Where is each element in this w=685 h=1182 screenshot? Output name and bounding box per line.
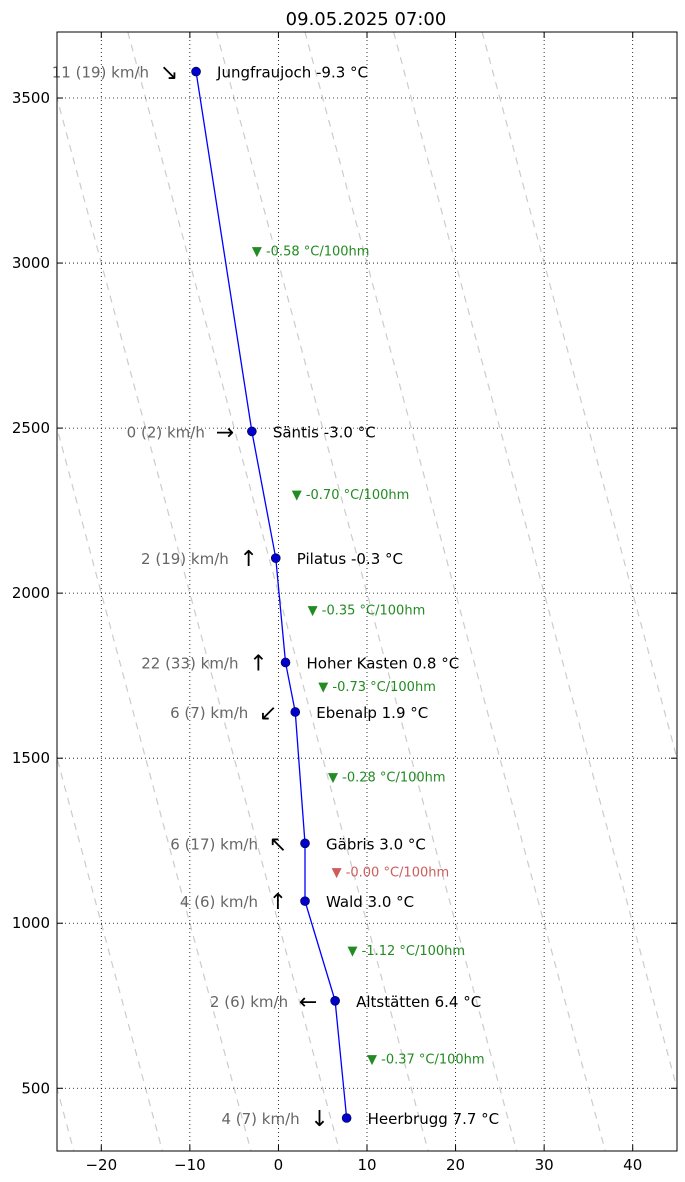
x-tick-label: −20 bbox=[85, 1156, 117, 1174]
dry-adiabat-line bbox=[57, 95, 341, 1151]
data-point bbox=[341, 1113, 352, 1123]
data-point bbox=[270, 553, 281, 563]
wind-speed-label: 6 (7) km/h bbox=[170, 704, 248, 722]
station-label: Ebenalp 1.9 °C bbox=[316, 704, 428, 722]
wind-speed-label: 22 (33) km/h bbox=[141, 654, 238, 672]
chart-title: 09.05.2025 07:00 bbox=[286, 9, 447, 30]
wind-speed-label: 4 (6) km/h bbox=[180, 893, 258, 911]
x-tick-label: 30 bbox=[535, 1156, 554, 1174]
lapse-rate-label: ▼ -0.73 °C/100hm bbox=[318, 680, 436, 695]
x-axis: −20 −10 0 10 20 30 40 bbox=[85, 32, 642, 1174]
dry-adiabat-lines bbox=[57, 32, 677, 1151]
y-tick-label: 1500 bbox=[12, 749, 50, 767]
dry-adiabat-line bbox=[304, 32, 606, 1151]
x-tick-label: 20 bbox=[446, 1156, 465, 1174]
grid-lines bbox=[57, 32, 677, 1151]
x-tick-label: 10 bbox=[357, 1156, 376, 1174]
lapse-rate-labels: ▼ -0.58 °C/100hm ▼ -0.70 °C/100hm ▼ -0.35 … bbox=[252, 245, 485, 1068]
dry-adiabat-line bbox=[57, 755, 163, 1151]
dry-adiabat-line bbox=[215, 32, 518, 1151]
plot-frame bbox=[56, 31, 678, 1152]
wind-direction-arrow: ↑ bbox=[240, 547, 258, 572]
wind-speed-label: 6 (17) km/h bbox=[170, 835, 258, 853]
station-label: Säntis -3.0 °C bbox=[273, 423, 376, 441]
station-label: Heerbrugg 7.7 °C bbox=[368, 1110, 500, 1128]
x-tick-label: 0 bbox=[274, 1156, 284, 1174]
dry-adiabat-line bbox=[57, 425, 252, 1151]
wind-direction-arrow: ↖ bbox=[269, 832, 287, 857]
dry-adiabat-line bbox=[127, 32, 429, 1151]
wind-direction-arrow: ← bbox=[299, 990, 317, 1015]
y-tick-label: 1000 bbox=[12, 914, 50, 932]
y-tick-label: 3500 bbox=[12, 89, 50, 107]
wind-direction-arrow: ↙ bbox=[259, 701, 277, 726]
wind-speed-label: 2 (19) km/h bbox=[141, 550, 229, 568]
data-point bbox=[290, 707, 301, 717]
station-label: Pilatus -0.3 °C bbox=[297, 550, 403, 568]
wind-speed-label: 2 (6) km/h bbox=[210, 993, 288, 1011]
wind-speed-label: 0 (2) km/h bbox=[127, 423, 205, 441]
temperature-profile bbox=[191, 66, 352, 1123]
series-line bbox=[195, 71, 348, 1119]
wind-direction-arrow: ↘ bbox=[160, 61, 178, 86]
y-tick-label: 2000 bbox=[12, 584, 50, 602]
station-label: Gäbris 3.0 °C bbox=[326, 835, 426, 853]
station-label: Jungfraujoch -9.3 °C bbox=[216, 64, 368, 82]
lapse-rate-label: ▼ -0.35 °C/100hm bbox=[308, 603, 426, 618]
wind-speed-label: 11 (19) km/h bbox=[52, 64, 149, 82]
x-tick-label: 40 bbox=[623, 1156, 642, 1174]
lapse-rate-label: ▼ -0.37 °C/100hm bbox=[367, 1053, 485, 1068]
lapse-rate-label: ▼ -0.00 °C/100hm bbox=[332, 865, 450, 880]
y-tick-label: 3000 bbox=[12, 254, 50, 272]
x-tick-label: −10 bbox=[174, 1156, 206, 1174]
data-point bbox=[191, 66, 201, 77]
dry-adiabat-line bbox=[481, 32, 677, 761]
data-point bbox=[300, 838, 310, 849]
wind-direction-arrow: ↓ bbox=[310, 1107, 328, 1132]
lapse-rate-label: ▼ -0.58 °C/100hm bbox=[252, 245, 370, 260]
wind-direction-arrow: → bbox=[216, 420, 234, 445]
data-point bbox=[280, 657, 291, 668]
station-label: Altstätten 6.4 °C bbox=[356, 993, 481, 1011]
station-annotations: Jungfraujoch -9.3 °C ↘ 11 (19) km/h Säntis … bbox=[52, 61, 499, 1132]
lapse-rate-label: ▼ -0.70 °C/100hm bbox=[292, 488, 410, 503]
y-axis: 500 1000 1500 2000 2500 3000 3500 bbox=[12, 89, 677, 1097]
data-point bbox=[247, 426, 257, 437]
y-tick-label: 500 bbox=[21, 1079, 50, 1097]
station-label: Wald 3.0 °C bbox=[326, 893, 414, 911]
wind-speed-label: 4 (7) km/h bbox=[221, 1110, 299, 1128]
lapse-rate-label: ▼ -0.28 °C/100hm bbox=[328, 771, 446, 786]
wind-direction-arrow: ↑ bbox=[269, 890, 287, 915]
wind-direction-arrow: ↑ bbox=[249, 651, 267, 676]
y-tick-label: 2500 bbox=[12, 419, 50, 437]
dry-adiabat-line bbox=[392, 32, 677, 1091]
lapse-rate-label: ▼ -1.12 °C/100hm bbox=[348, 944, 466, 959]
data-point bbox=[330, 996, 340, 1006]
station-label: Hoher Kasten 0.8 °C bbox=[307, 654, 460, 672]
data-point bbox=[300, 896, 310, 906]
